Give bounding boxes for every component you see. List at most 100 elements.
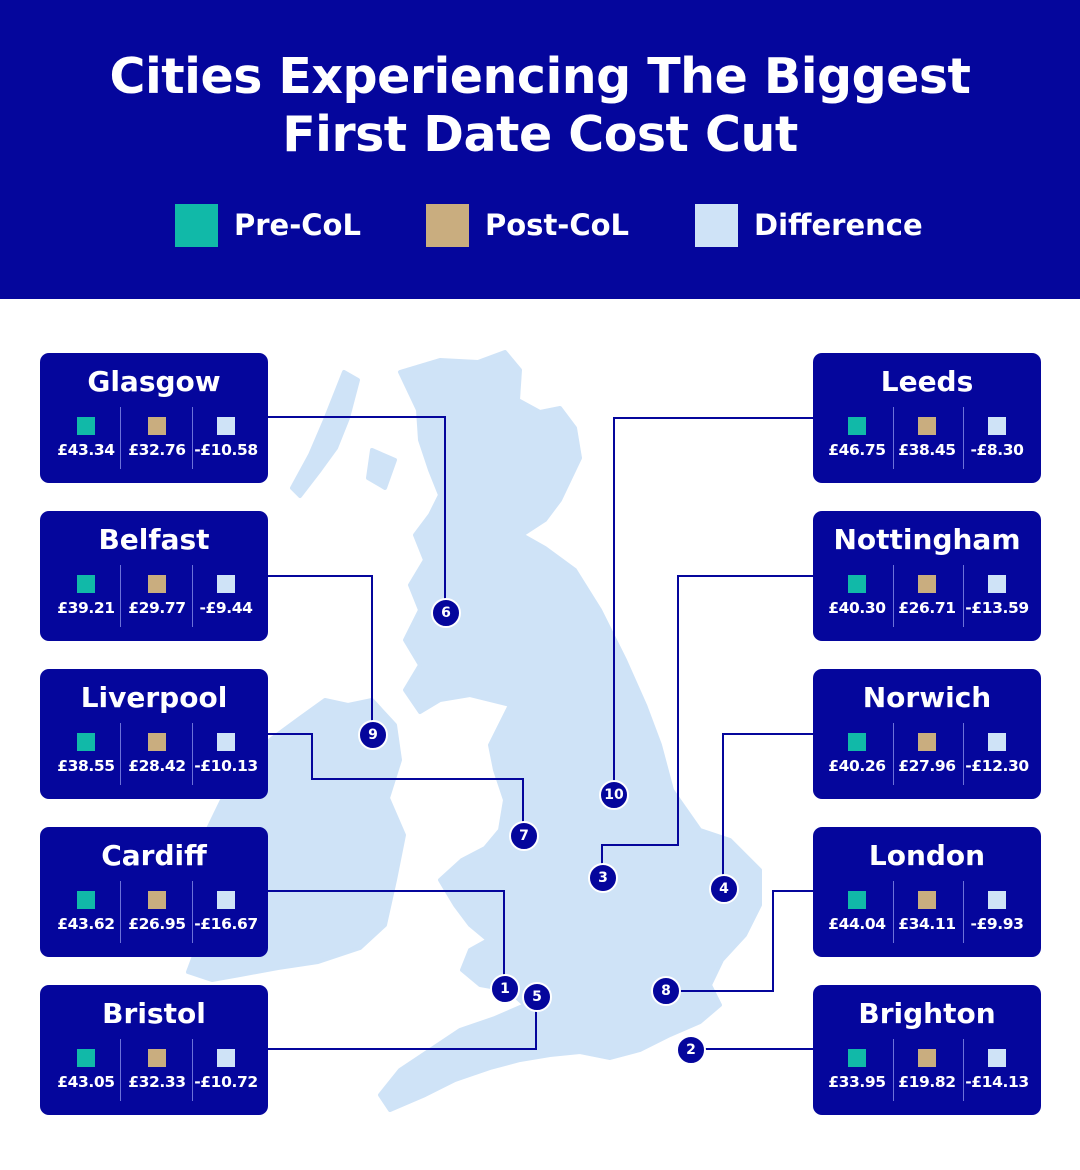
divider [893,881,894,943]
map-marker-5[interactable]: 5 [522,982,552,1012]
city-name: Bristol [102,997,206,1030]
divider [963,881,964,943]
pre-col-value: £43.62 [57,915,115,933]
city-card-norwich[interactable]: Norwich £40.26 £27.96 -£12.30 [813,669,1041,799]
difference-swatch [217,417,235,435]
legend-swatch-pre [175,203,218,247]
post-col-swatch [918,891,936,909]
difference-swatch [988,733,1006,751]
divider [963,565,964,627]
pre-col-swatch [77,891,95,909]
city-card-belfast[interactable]: Belfast £39.21 £29.77 -£9.44 [40,511,268,641]
difference-swatch [217,575,235,593]
great-britain-landmass [378,350,762,1112]
map-marker-7[interactable]: 7 [509,821,539,851]
pre-col-swatch [77,575,95,593]
difference-swatch [988,1049,1006,1067]
legend-item-post-col: Post-CoL [426,203,629,247]
divider [192,565,193,627]
city-card-glasgow[interactable]: Glasgow £43.34 £32.76 -£10.58 [40,353,268,483]
difference-value: -£9.93 [970,915,1024,933]
post-col-value: £32.33 [128,1073,186,1091]
divider [192,881,193,943]
post-col-value: £34.11 [898,915,956,933]
pre-col-value: £39.21 [57,599,115,617]
divider [963,723,964,785]
map-marker-4[interactable]: 4 [709,874,739,904]
map-marker-10[interactable]: 10 [599,780,629,810]
difference-value: -£8.30 [970,441,1024,459]
post-col-value: £27.96 [898,757,956,775]
difference-swatch [217,891,235,909]
map-marker-1[interactable]: 1 [490,974,520,1004]
difference-value: -£14.13 [965,1073,1029,1091]
pre-col-value: £38.55 [57,757,115,775]
city-card-bristol[interactable]: Bristol £43.05 £32.33 -£10.72 [40,985,268,1115]
post-col-value: £19.82 [898,1073,956,1091]
city-card-cardiff[interactable]: Cardiff £43.62 £26.95 -£16.67 [40,827,268,957]
legend-label-pre: Pre-CoL [234,208,361,242]
divider [192,1039,193,1101]
divider [192,723,193,785]
pre-col-swatch [77,417,95,435]
connector-leeds [613,417,813,795]
legend-item-difference: Difference [695,203,923,247]
post-col-value: £28.42 [128,757,186,775]
city-card-liverpool[interactable]: Liverpool £38.55 £28.42 -£10.13 [40,669,268,799]
page-title: Cities Experiencing The Biggest First Da… [0,48,1080,164]
pre-col-swatch [77,733,95,751]
post-col-swatch [918,575,936,593]
legend-item-pre-col: Pre-CoL [175,203,361,247]
city-name: Nottingham [833,523,1021,556]
divider [120,1039,121,1101]
post-col-swatch [148,575,166,593]
legend-swatch-difference [695,203,738,247]
city-card-leeds[interactable]: Leeds £46.75 £38.45 -£8.30 [813,353,1041,483]
pre-col-value: £40.30 [828,599,886,617]
city-name: Glasgow [87,365,221,398]
divider [120,565,121,627]
city-card-london[interactable]: London £44.04 £34.11 -£9.93 [813,827,1041,957]
difference-swatch [988,417,1006,435]
post-col-swatch [918,417,936,435]
header-banner: Cities Experiencing The Biggest First Da… [0,0,1080,299]
map-marker-8[interactable]: 8 [651,976,681,1006]
difference-swatch [217,1049,235,1067]
pre-col-value: £33.95 [828,1073,886,1091]
difference-value: -£13.59 [965,599,1029,617]
city-name: Leeds [880,365,974,398]
difference-value: -£10.13 [194,757,258,775]
divider [120,723,121,785]
divider [120,407,121,469]
pre-col-value: £43.34 [57,441,115,459]
post-col-swatch [918,1049,936,1067]
map-marker-2[interactable]: 2 [676,1035,706,1065]
city-name: Belfast [98,523,210,556]
map-marker-6[interactable]: 6 [431,598,461,628]
post-col-value: £38.45 [898,441,956,459]
divider [893,723,894,785]
difference-value: -£9.44 [199,599,253,617]
post-col-swatch [148,417,166,435]
post-col-value: £26.95 [128,915,186,933]
pre-col-swatch [848,891,866,909]
map-marker-9[interactable]: 9 [358,720,388,750]
divider [963,407,964,469]
divider [893,1039,894,1101]
connector-london [665,890,813,992]
city-name: Cardiff [101,839,207,872]
pre-col-value: £44.04 [828,915,886,933]
connector-glasgow [268,416,446,613]
divider [893,407,894,469]
divider [893,565,894,627]
city-name: Liverpool [80,681,228,714]
city-card-nottingham[interactable]: Nottingham £40.30 £26.71 -£13.59 [813,511,1041,641]
pre-col-value: £40.26 [828,757,886,775]
map-marker-3[interactable]: 3 [588,863,618,893]
difference-value: -£12.30 [965,757,1029,775]
divider [963,1039,964,1101]
legend-label-difference: Difference [754,208,923,242]
city-card-brighton[interactable]: Brighton £33.95 £19.82 -£14.13 [813,985,1041,1115]
city-name: London [868,839,986,872]
